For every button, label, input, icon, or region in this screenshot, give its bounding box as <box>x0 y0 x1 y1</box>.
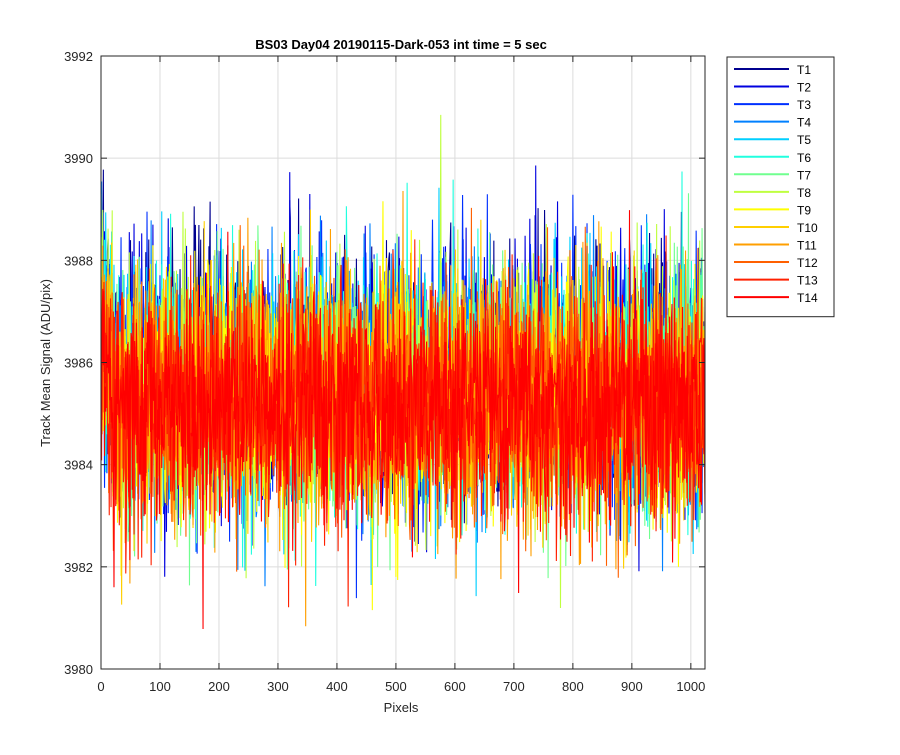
legend-label: T12 <box>797 256 818 270</box>
x-tick-label: 500 <box>385 679 407 694</box>
chart-title: BS03 Day04 20190115-Dark-053 int time = … <box>255 37 547 52</box>
x-tick-label: 1000 <box>676 679 705 694</box>
y-tick-label: 3988 <box>64 253 93 268</box>
series-lines <box>101 114 705 630</box>
y-tick-label: 3982 <box>64 560 93 575</box>
legend-label: T13 <box>797 274 818 288</box>
legend-label: T6 <box>797 151 811 165</box>
legend-label: T5 <box>797 133 811 147</box>
legend-label: T7 <box>797 168 811 182</box>
legend-label: T8 <box>797 186 811 200</box>
legend-item-t2: T2 <box>734 81 811 95</box>
y-tick-label: 3992 <box>64 49 93 64</box>
legend-item-t3: T3 <box>734 98 811 112</box>
y-tick-label: 3980 <box>64 662 93 677</box>
x-tick-label: 600 <box>444 679 466 694</box>
x-tick-label: 800 <box>562 679 584 694</box>
y-axis-label: Track Mean Signal (ADU/pix) <box>38 279 53 447</box>
x-tick-label: 100 <box>149 679 171 694</box>
legend-label: T14 <box>797 291 818 305</box>
legend-label: T3 <box>797 98 811 112</box>
x-tick-label: 700 <box>503 679 525 694</box>
y-tick-label: 3986 <box>64 356 93 371</box>
legend-item-t8: T8 <box>734 186 811 200</box>
legend-item-t5: T5 <box>734 133 811 147</box>
legend-item-t12: T12 <box>734 256 818 270</box>
x-tick-label: 900 <box>621 679 643 694</box>
tick-labels: 0 100 200 300 400 500 600 700 800 900 1000 3980 3982… <box>64 49 705 694</box>
legend-label: T1 <box>797 63 811 77</box>
legend-label: T10 <box>797 221 818 235</box>
legend-label: T2 <box>797 81 811 95</box>
legend-item-t13: T13 <box>734 274 818 288</box>
legend-item-t1: T1 <box>734 63 811 77</box>
x-tick-label: 200 <box>208 679 230 694</box>
legend-item-t10: T10 <box>734 221 818 235</box>
legend-label: T4 <box>797 116 811 130</box>
legend-item-t9: T9 <box>734 203 811 217</box>
legend-item-t4: T4 <box>734 116 811 130</box>
series-line-t14 <box>101 210 705 630</box>
legend-item-t7: T7 <box>734 168 811 182</box>
legend-label: T9 <box>797 203 811 217</box>
x-tick-label: 300 <box>267 679 289 694</box>
y-tick-label: 3990 <box>64 151 93 166</box>
legend-label: T11 <box>797 239 817 253</box>
y-tick-label: 3984 <box>64 458 93 473</box>
legend-item-t14: T14 <box>734 291 818 305</box>
legend-item-t11: T11 <box>734 239 817 253</box>
x-axis-label: Pixels <box>384 700 419 715</box>
legend-item-t6: T6 <box>734 151 811 165</box>
x-tick-label: 0 <box>97 679 104 694</box>
legend-box <box>726 56 835 318</box>
legend: T1 T2 T3 T4 T5 T6 T7 T8 T9 T10 T11 T12 T13 T14 <box>726 56 835 318</box>
axes <box>100 55 706 670</box>
x-tick-label: 400 <box>326 679 348 694</box>
